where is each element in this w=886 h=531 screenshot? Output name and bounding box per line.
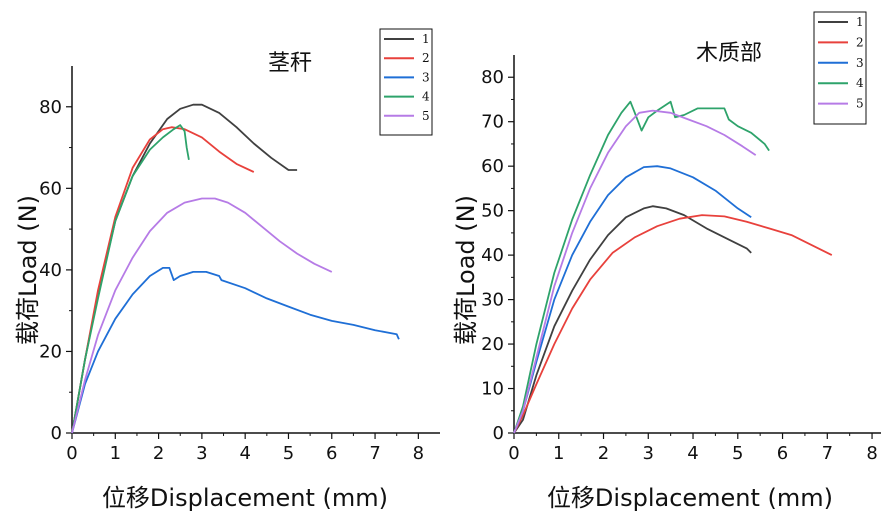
right-series-line-5 bbox=[513, 109, 757, 434]
left-legend-label-1: 1 bbox=[422, 32, 430, 46]
right-y-tick-label: 20 bbox=[481, 334, 504, 355]
right-x-tick-label: 3 bbox=[643, 443, 654, 464]
right-series-line-4 bbox=[513, 100, 770, 434]
left-legend bbox=[379, 28, 433, 136]
left-x-tick-label: 2 bbox=[153, 443, 164, 464]
left-x-tick-label: 1 bbox=[110, 443, 121, 464]
right-y-tick-label: 70 bbox=[481, 112, 504, 133]
right-legend bbox=[813, 11, 867, 125]
right-legend-label-3: 3 bbox=[856, 56, 864, 70]
right-x-tick-label: 7 bbox=[822, 443, 833, 464]
left-y-tick-label: 80 bbox=[39, 97, 62, 118]
right-legend-label-2: 2 bbox=[856, 35, 864, 49]
left-y-axis-label: 载荷Load (N) bbox=[14, 195, 42, 345]
right-y-tick-label: 80 bbox=[481, 67, 504, 88]
left-x-tick-label: 5 bbox=[283, 443, 294, 464]
left-chart-title: 茎秆 bbox=[268, 51, 312, 76]
right-x-tick-label: 0 bbox=[508, 443, 519, 464]
left-legend-label-3: 3 bbox=[422, 70, 430, 84]
right-legend-label-1: 1 bbox=[856, 15, 864, 29]
right-legend-label-4: 4 bbox=[856, 76, 864, 90]
left-legend-label-4: 4 bbox=[422, 90, 430, 104]
right-x-tick-label: 4 bbox=[687, 443, 698, 464]
right-x-tick-label: 5 bbox=[732, 443, 743, 464]
right-legend-label-5: 5 bbox=[856, 97, 864, 111]
right-y-tick-label: 30 bbox=[481, 290, 504, 311]
right-y-tick-label: 0 bbox=[493, 423, 504, 444]
right-x-tick-label: 1 bbox=[553, 443, 564, 464]
right-x-tick-label: 6 bbox=[777, 443, 788, 464]
right-y-tick-label: 40 bbox=[481, 245, 504, 266]
right-y-axis-label: 载荷Load (N) bbox=[452, 195, 480, 345]
left-series-line-3 bbox=[71, 266, 400, 434]
left-x-tick-label: 6 bbox=[326, 443, 337, 464]
left-y-tick-label: 0 bbox=[51, 423, 62, 444]
left-y-tick-label: 60 bbox=[39, 178, 62, 199]
right-series-line-2 bbox=[513, 214, 833, 434]
right-y-tick-label: 50 bbox=[481, 201, 504, 222]
left-series-line-5 bbox=[71, 197, 333, 434]
right-x-tick-label: 2 bbox=[598, 443, 609, 464]
left-x-tick-label: 7 bbox=[369, 443, 380, 464]
left-series-line-4 bbox=[71, 124, 190, 434]
left-legend-label-2: 2 bbox=[422, 51, 430, 65]
right-x-tick-label: 8 bbox=[866, 443, 877, 464]
right-y-tick-label: 10 bbox=[481, 379, 504, 400]
left-x-axis-label: 位移Displacement (mm) bbox=[102, 484, 388, 512]
right-series-line-1 bbox=[513, 205, 752, 434]
right-chart: 木质部 位移Displacement (mm) 载荷Load (N) 0 1 2 3 4… bbox=[452, 11, 881, 512]
left-x-tick-label: 3 bbox=[196, 443, 207, 464]
left-x-tick-label: 4 bbox=[239, 443, 250, 464]
right-series-line-3 bbox=[513, 165, 752, 434]
left-legend-label-5: 5 bbox=[422, 109, 430, 123]
right-x-axis-label: 位移Displacement (mm) bbox=[547, 484, 833, 512]
left-x-tick-label: 0 bbox=[66, 443, 77, 464]
left-series-line-2 bbox=[71, 126, 255, 434]
right-y-tick-label: 60 bbox=[481, 156, 504, 177]
right-chart-title: 木质部 bbox=[696, 41, 762, 66]
left-y-tick-label: 20 bbox=[39, 341, 62, 362]
left-y-tick-label: 40 bbox=[39, 260, 62, 281]
left-x-tick-label: 8 bbox=[413, 443, 424, 464]
left-chart: 茎秆 位移Displacement (mm) 载荷Load (N) 0 1 2 3 4 5… bbox=[14, 28, 440, 512]
left-series-line-1 bbox=[71, 103, 298, 434]
